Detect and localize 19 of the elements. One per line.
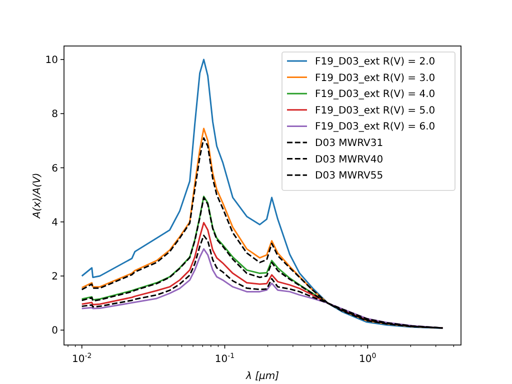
legend-label: D03 MWRV40 [315, 154, 384, 166]
y-axis-title: A(x)/A(V) [32, 172, 43, 220]
x-axis-title: λ [μm] [244, 371, 280, 382]
y-tick-label: 2 [52, 272, 58, 282]
legend-label: F19_D03_ext R(V) = 2.0 [315, 56, 436, 68]
x-tick-label: 10$^{-2}$ [72, 352, 92, 365]
legend-label: F19_D03_ext R(V) = 6.0 [315, 122, 436, 133]
x-tick-label: 10$^{-1}$ [214, 352, 235, 365]
legend-label: F19_D03_ext R(V) = 3.0 [315, 72, 436, 84]
y-tick-label: 8 [52, 109, 58, 120]
y-tick-label: 10 [45, 55, 58, 66]
legend-label: D03 MWRV31 [315, 138, 384, 149]
legend-label: D03 MWRV55 [315, 170, 384, 182]
y-tick-label: 4 [52, 217, 58, 228]
x-tick-label: 10$^{0}$ [359, 352, 376, 365]
y-tick-label: 6 [52, 163, 58, 174]
legend-label: F19_D03_ext R(V) = 5.0 [315, 105, 436, 116]
legend-label: F19_D03_ext R(V) = 4.0 [315, 89, 436, 100]
y-tick-label: 0 [52, 326, 58, 337]
